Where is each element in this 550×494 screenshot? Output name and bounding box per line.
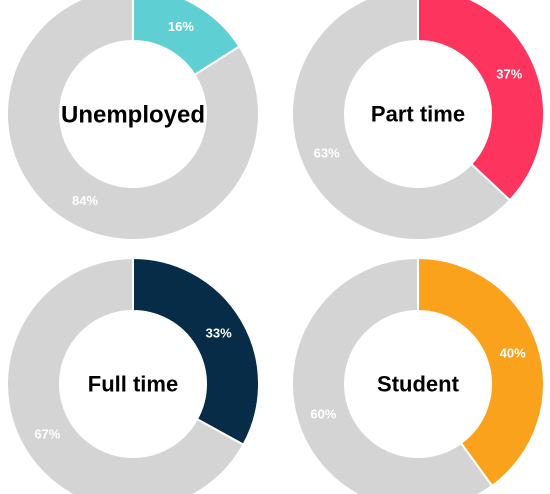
donut-chart-student: 40% 60% Student (291, 256, 545, 494)
donut-slice (417, 0, 545, 202)
donut-chart-full-time: 33% 67% Full time (6, 256, 260, 494)
slice-percent-label: 33% (206, 325, 232, 340)
donut-slice (417, 256, 545, 488)
donut-slice (132, 256, 260, 447)
slice-percent-label: 37% (496, 66, 522, 81)
slice-percent-label: 67% (34, 427, 60, 442)
donut-center-title: Full time (88, 372, 178, 397)
slice-percent-label: 40% (500, 345, 526, 360)
donut-slice (291, 0, 512, 241)
slice-percent-label: 60% (310, 407, 336, 422)
donut-center-title: Student (377, 372, 460, 397)
donut-chart-part-time: 37% 63% Part time (291, 0, 545, 241)
donut-slice (291, 256, 494, 494)
slice-percent-label: 16% (168, 19, 194, 34)
donut-slice (6, 256, 245, 494)
donut-slice (6, 0, 260, 241)
donut-chart-unemployed: 16% 84% Unemployed (6, 0, 260, 241)
slice-percent-label: 63% (314, 146, 340, 161)
slice-percent-label: 84% (72, 193, 98, 208)
donut-center-title: Part time (371, 102, 465, 127)
donut-center-title: Unemployed (61, 101, 205, 128)
